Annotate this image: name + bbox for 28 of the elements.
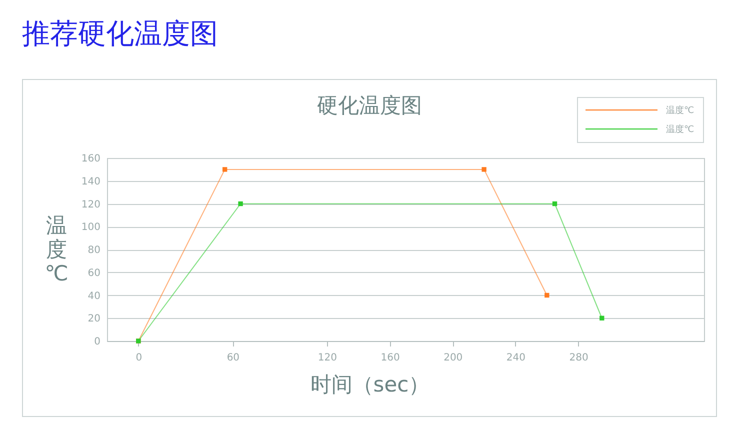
y-tick-label: 80 <box>88 245 100 256</box>
point <box>600 316 604 320</box>
point <box>238 201 243 206</box>
y-tick-label: 40 <box>88 290 100 302</box>
x-tick-label: 200 <box>444 352 463 364</box>
y-tick-label: 100 <box>81 222 100 234</box>
y-tick-label: 160 <box>81 154 100 164</box>
y-tick-label: 120 <box>81 199 100 210</box>
y-tick-label: 0 <box>94 336 100 348</box>
point <box>552 201 558 206</box>
text: 温度℃ <box>666 105 694 116</box>
chart-title: 推荐硬化温度图 <box>22 16 218 52</box>
chart-subtitle: 硬化温度图 <box>317 94 422 118</box>
y-axis-title: 温度℃ <box>44 214 68 286</box>
x-tick-label: 0 <box>136 352 142 364</box>
y-tick-label: 20 <box>88 314 100 325</box>
x-tick-label: 240 <box>506 352 526 364</box>
y-tick-label: 140 <box>81 176 100 188</box>
x-tick-label: 160 <box>380 352 400 364</box>
x-tick-label: 120 <box>318 352 337 364</box>
x-tick-label: 280 <box>569 352 588 364</box>
x-tick-label: 60 <box>226 352 240 364</box>
point <box>544 292 550 298</box>
text: 温度℃ <box>666 124 694 135</box>
point <box>222 167 228 172</box>
point <box>482 167 486 172</box>
y-tick-label: 60 <box>88 268 100 279</box>
x-axis-title: 时间（sec） <box>310 372 430 396</box>
